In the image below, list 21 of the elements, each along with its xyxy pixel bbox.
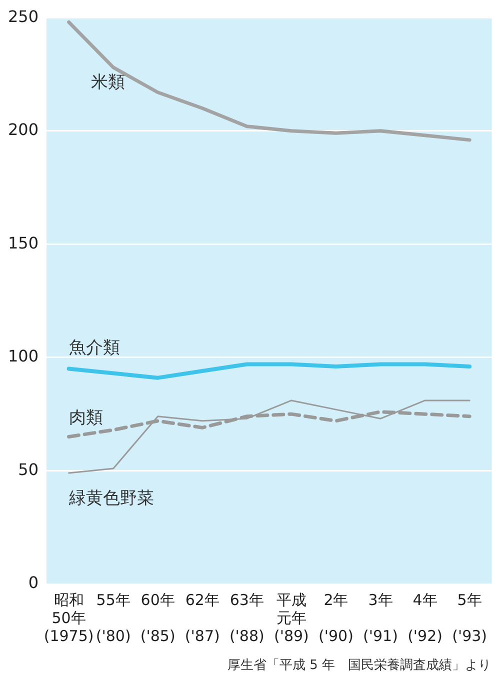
series-label: 米類 (90, 72, 125, 93)
y-tick-label: 250 (8, 6, 39, 26)
series-label: 緑黄色野菜 (68, 488, 154, 508)
y-tick-label: 150 (8, 233, 39, 252)
category-label: 62年('87) (184, 590, 220, 645)
category-label: 63年('88) (229, 590, 264, 645)
y-tick-label: 200 (8, 120, 39, 140)
y-tick-label: 100 (8, 346, 39, 366)
category-label: 2年('90) (318, 590, 354, 645)
text: 厚生省「平成 5 年 国民栄養調査成績」より (227, 658, 491, 673)
category-label: 5年('93) (452, 590, 488, 645)
category-label: 55年('80) (96, 590, 131, 645)
category-label: 3年('91) (363, 590, 398, 645)
x-tick-label: 昭和50年(1975) (44, 590, 94, 645)
series-label: 肉類 (68, 408, 103, 428)
category-label: 60年('85) (140, 590, 176, 645)
y-tick-label: 0 (28, 573, 39, 592)
x-tick-label: 平成元年('89) (274, 590, 309, 645)
category-label: 4年('92) (408, 590, 442, 645)
y-tick-label: 50 (18, 460, 39, 479)
series-label: 魚介類 (68, 338, 120, 358)
